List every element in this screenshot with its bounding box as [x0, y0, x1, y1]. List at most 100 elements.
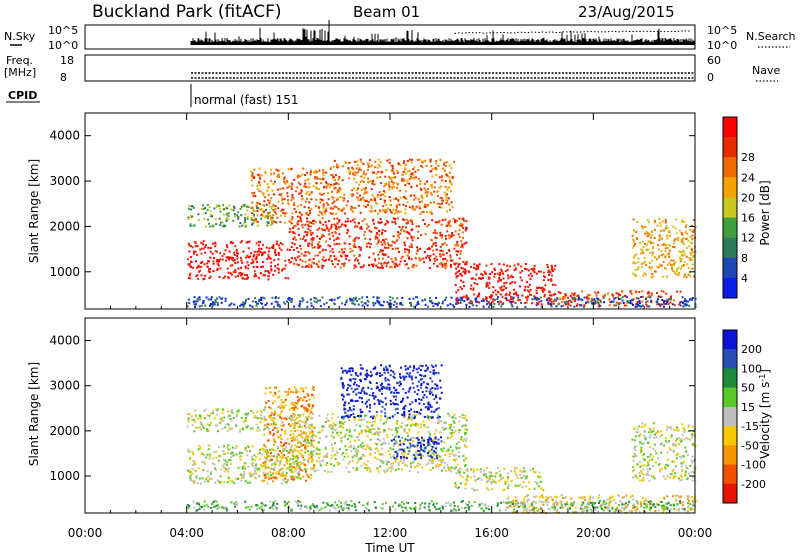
- scatter-point: [423, 375, 426, 378]
- scatter-point: [254, 464, 257, 467]
- power-scatter: [186, 158, 697, 308]
- scatter-point: [394, 450, 397, 453]
- scatter-point: [392, 208, 395, 211]
- scatter-point: [265, 458, 268, 461]
- scatter-point: [321, 258, 324, 261]
- scatter-point: [455, 276, 458, 279]
- scatter-point: [373, 456, 376, 459]
- scatter-point: [209, 256, 212, 259]
- scatter-point: [503, 282, 506, 285]
- scatter-point: [485, 285, 488, 288]
- scatter-point: [689, 252, 692, 254]
- scatter-point: [222, 225, 225, 228]
- scatter-point: [199, 447, 202, 450]
- scatter-point: [434, 236, 437, 239]
- scatter-point: [415, 450, 418, 453]
- scatter-point: [396, 430, 399, 433]
- scatter-point: [461, 231, 464, 234]
- scatter-point: [415, 452, 418, 455]
- scatter-point: [356, 468, 359, 471]
- scatter-point: [206, 262, 209, 265]
- scatter-point: [411, 382, 414, 385]
- scatter-point: [511, 305, 514, 308]
- scatter-point: [675, 270, 678, 273]
- scatter-point: [195, 470, 198, 473]
- scatter-point: [302, 167, 305, 170]
- scatter-point: [284, 474, 287, 477]
- scatter-point: [648, 240, 651, 243]
- scatter-point: [338, 243, 341, 245]
- scatter-point: [270, 467, 273, 470]
- nsky-label: N.Sky: [4, 30, 36, 43]
- scatter-point: [550, 264, 553, 267]
- scatter-point: [341, 262, 344, 265]
- scatter-point: [385, 265, 388, 268]
- scatter-point: [417, 431, 420, 434]
- scatter-point: [233, 254, 236, 257]
- scatter-point: [332, 197, 334, 200]
- scatter-point: [445, 237, 447, 240]
- scatter-point: [223, 225, 226, 228]
- scatter-point: [433, 432, 436, 435]
- scatter-point: [451, 416, 454, 419]
- scatter-point: [208, 457, 211, 460]
- scatter-point: [423, 415, 426, 418]
- scatter-point: [277, 263, 279, 266]
- scatter-point: [341, 223, 344, 226]
- scatter-point: [473, 293, 476, 296]
- scatter-point: [453, 467, 456, 470]
- scatter-point: [460, 279, 462, 282]
- scatter-point: [501, 303, 504, 305]
- scatter-point: [412, 297, 415, 300]
- scatter-point: [401, 255, 404, 258]
- scatter-point: [457, 233, 460, 236]
- scatter-point: [205, 225, 208, 228]
- scatter-point: [446, 304, 449, 307]
- scatter-point: [303, 431, 305, 434]
- scatter-point: [400, 366, 403, 369]
- scatter-point: [278, 450, 281, 453]
- scatter-point: [239, 222, 242, 224]
- scatter-point: [331, 447, 334, 450]
- scatter-point: [292, 407, 295, 410]
- scatter-point: [376, 242, 379, 245]
- scatter-point: [378, 452, 381, 455]
- scatter-point: [255, 219, 258, 222]
- scatter-point: [414, 208, 417, 211]
- scatter-point: [553, 298, 556, 301]
- scatter-point: [312, 185, 315, 187]
- scatter-point: [443, 191, 446, 194]
- scatter-point: [429, 259, 432, 262]
- scatter-point: [297, 250, 300, 253]
- scatter-point: [337, 431, 340, 434]
- scatter-point: [442, 250, 444, 253]
- scatter-point: [208, 206, 211, 209]
- scatter-point: [415, 252, 418, 255]
- scatter-point: [270, 477, 273, 480]
- scatter-point: [290, 199, 293, 202]
- scatter-point: [450, 183, 453, 186]
- scatter-point: [192, 463, 195, 466]
- scatter-point: [450, 234, 453, 237]
- scatter-point: [418, 453, 421, 456]
- scatter-point: [680, 301, 683, 303]
- scatter-point: [326, 452, 328, 455]
- scatter-point: [569, 304, 572, 307]
- scatter-point: [351, 369, 354, 372]
- scatter-point: [380, 415, 383, 418]
- scatter-point: [401, 171, 404, 174]
- scatter-point: [358, 396, 361, 399]
- scatter-point: [370, 230, 373, 233]
- scatter-point: [304, 179, 307, 182]
- scatter-point: [357, 237, 360, 240]
- scatter-point: [279, 305, 282, 308]
- scatter-point: [523, 302, 526, 305]
- scatter-point: [293, 203, 296, 206]
- scatter-point: [362, 264, 365, 267]
- scatter-point: [310, 233, 313, 236]
- scatter-point: [215, 408, 218, 411]
- scatter-point: [386, 468, 389, 471]
- scatter-point: [232, 452, 235, 455]
- scatter-point: [343, 247, 346, 250]
- scatter-point: [233, 259, 236, 262]
